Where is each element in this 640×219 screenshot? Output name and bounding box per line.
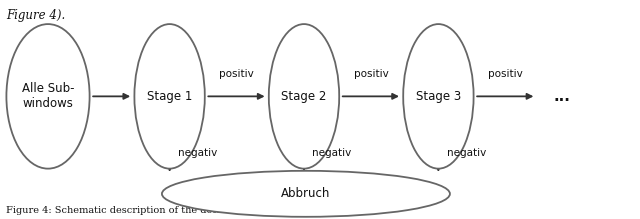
Text: Abbruch: Abbruch: [281, 187, 331, 200]
Text: negativ: negativ: [312, 148, 351, 158]
Text: Stage 1: Stage 1: [147, 90, 192, 103]
Text: Figure 4).: Figure 4).: [6, 9, 66, 22]
Text: Figure 4: Schematic description of the detection cascade, o...: Figure 4: Schematic description of the d…: [6, 206, 311, 215]
Text: Stage 3: Stage 3: [416, 90, 461, 103]
Text: positiv: positiv: [488, 69, 523, 79]
Ellipse shape: [162, 171, 450, 217]
Text: Alle Sub-
windows: Alle Sub- windows: [22, 82, 74, 110]
Text: ...: ...: [554, 89, 570, 104]
Text: negativ: negativ: [178, 148, 217, 158]
Text: positiv: positiv: [220, 69, 254, 79]
Text: negativ: negativ: [447, 148, 486, 158]
Text: Stage 2: Stage 2: [282, 90, 326, 103]
Text: positiv: positiv: [354, 69, 388, 79]
Ellipse shape: [269, 24, 339, 169]
Ellipse shape: [134, 24, 205, 169]
Ellipse shape: [403, 24, 474, 169]
Ellipse shape: [6, 24, 90, 169]
